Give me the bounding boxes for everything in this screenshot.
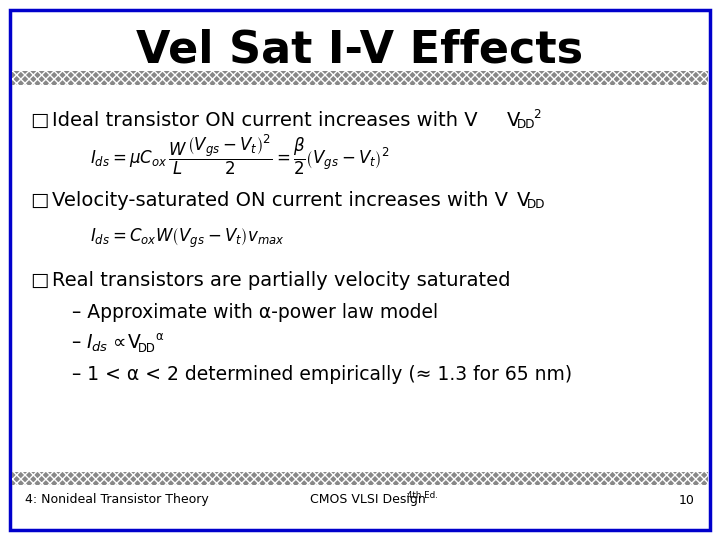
Bar xyxy=(12,472,708,485)
Bar xyxy=(12,71,708,85)
Text: 10: 10 xyxy=(679,494,695,507)
Text: Ideal transistor ON current increases with V: Ideal transistor ON current increases wi… xyxy=(52,111,477,130)
Text: DD: DD xyxy=(138,341,156,354)
Text: DD: DD xyxy=(527,199,546,212)
Text: α: α xyxy=(155,330,163,343)
Bar xyxy=(12,472,708,485)
Text: ∝: ∝ xyxy=(113,334,127,353)
Text: 4th Ed.: 4th Ed. xyxy=(407,491,438,501)
Text: CMOS VLSI Design: CMOS VLSI Design xyxy=(310,494,426,507)
Text: 2: 2 xyxy=(533,107,541,120)
Text: $I_{ds}$: $I_{ds}$ xyxy=(86,332,109,354)
Text: $I_{ds} = \mu C_{ox}\,\dfrac{W}{L}\dfrac{\left(V_{gs}-V_t\right)^2}{2} = \dfrac{: $I_{ds} = \mu C_{ox}\,\dfrac{W}{L}\dfrac… xyxy=(90,133,390,177)
Text: Vel Sat I-V Effects: Vel Sat I-V Effects xyxy=(136,29,584,71)
Text: V: V xyxy=(128,334,141,353)
Text: –: – xyxy=(72,334,87,353)
Text: DD: DD xyxy=(517,118,536,132)
Text: Real transistors are partially velocity saturated: Real transistors are partially velocity … xyxy=(52,271,510,289)
Text: – Approximate with α-power law model: – Approximate with α-power law model xyxy=(72,302,438,321)
Text: $I_{ds} = C_{ox}W\left(V_{gs}-V_t\right)v_{max}$: $I_{ds} = C_{ox}W\left(V_{gs}-V_t\right)… xyxy=(90,226,284,249)
Text: □: □ xyxy=(30,271,48,289)
Text: Velocity-saturated ON current increases with V: Velocity-saturated ON current increases … xyxy=(52,191,508,210)
Text: – 1 < α < 2 determined empirically (≈ 1.3 for 65 nm): – 1 < α < 2 determined empirically (≈ 1.… xyxy=(72,366,572,384)
Text: □: □ xyxy=(30,191,48,210)
Text: V: V xyxy=(517,191,531,210)
Text: V: V xyxy=(507,111,521,130)
Bar xyxy=(12,71,708,85)
Text: □: □ xyxy=(30,111,48,130)
Text: 4: Nonideal Transistor Theory: 4: Nonideal Transistor Theory xyxy=(25,494,209,507)
